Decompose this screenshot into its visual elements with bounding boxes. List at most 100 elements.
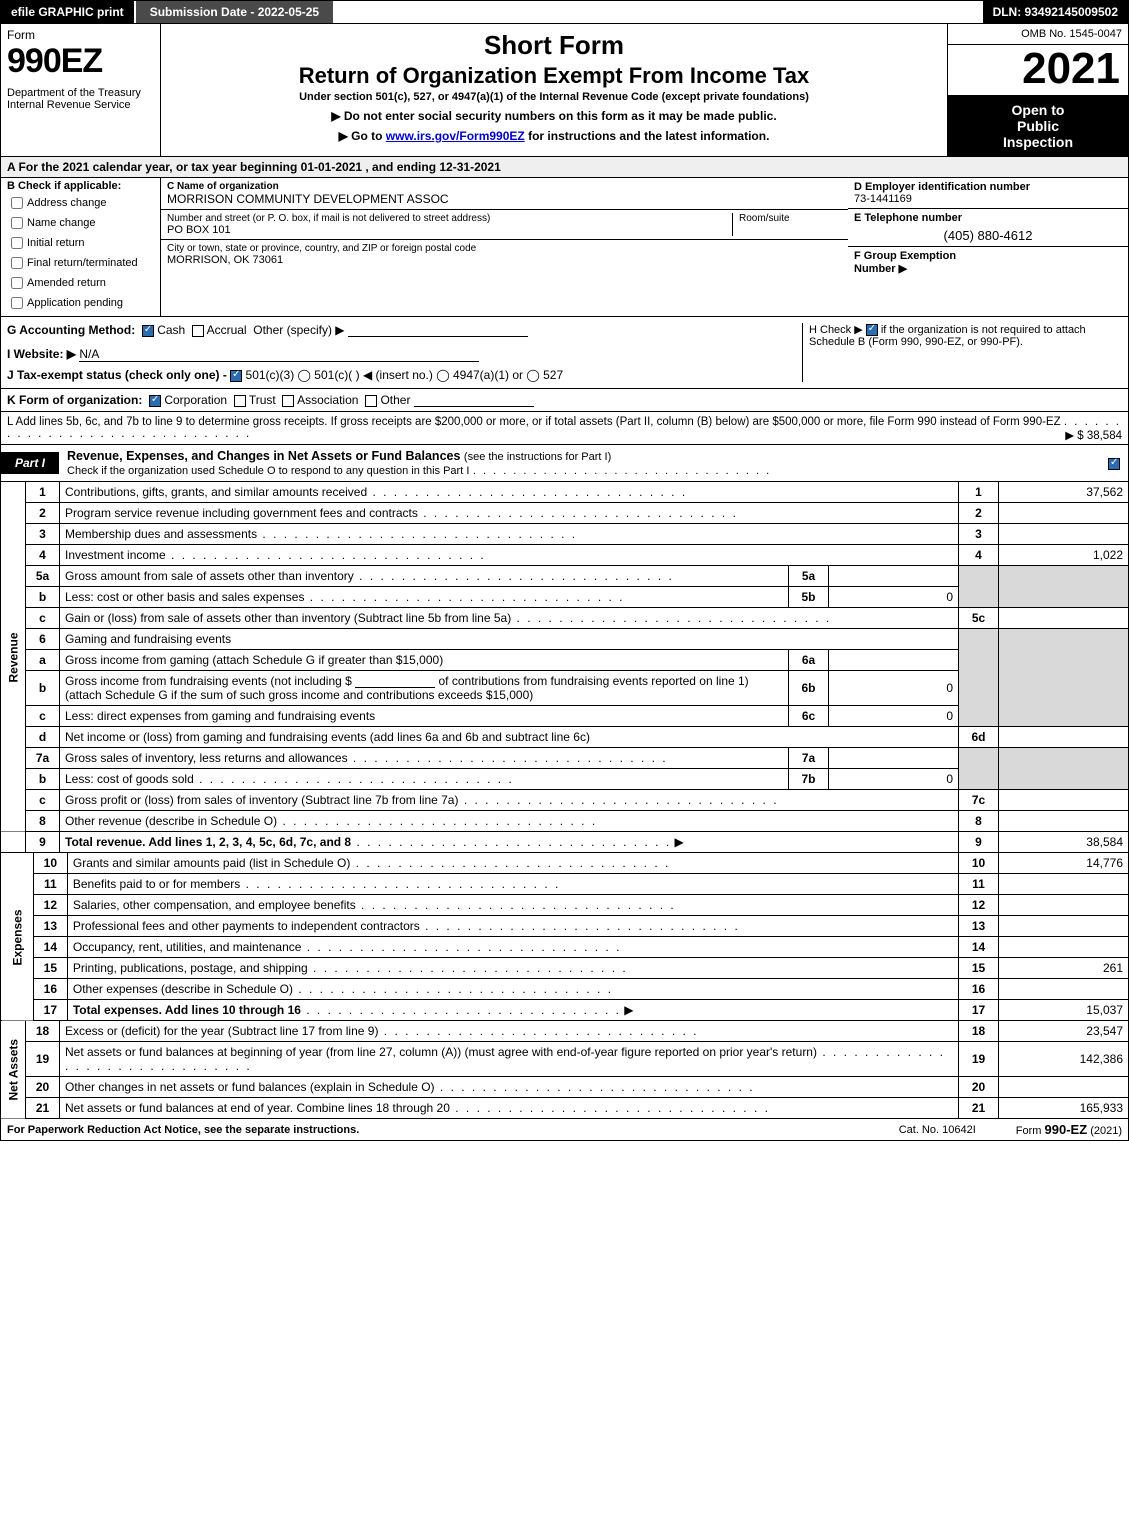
chk-initial-return[interactable] — [11, 237, 23, 249]
j-options: 501(c)(3) ◯ 501(c)( ) ◀ (insert no.) ◯ 4… — [246, 368, 564, 382]
part-1-title: Revenue, Expenses, and Changes in Net As… — [59, 445, 779, 481]
row-a-text: A For the 2021 calendar year, or tax yea… — [7, 160, 501, 174]
line-16-amt — [999, 979, 1129, 1000]
line-5c-box: 5c — [959, 608, 999, 629]
header-center: Short Form Return of Organization Exempt… — [161, 24, 948, 156]
line-9-box: 9 — [959, 832, 999, 853]
org-name: MORRISON COMMUNITY DEVELOPMENT ASSOC — [167, 192, 842, 206]
chk-h[interactable] — [866, 324, 878, 336]
line-12-desc: Salaries, other compensation, and employ… — [73, 898, 356, 912]
line-5a-desc: Gross amount from sale of assets other t… — [65, 569, 354, 583]
j-label: J Tax-exempt status (check only one) - — [7, 368, 230, 382]
irs-link[interactable]: www.irs.gov/Form990EZ — [386, 129, 525, 143]
chk-address-change[interactable] — [11, 197, 23, 209]
col-b-checkboxes: B Check if applicable: Address change Na… — [1, 178, 161, 316]
chk-other-org[interactable] — [365, 395, 377, 407]
line-8-desc: Other revenue (describe in Schedule O) — [65, 814, 277, 828]
chk-final-return[interactable] — [11, 257, 23, 269]
line-9-amt: 38,584 — [999, 832, 1129, 853]
g-label: G Accounting Method: — [7, 323, 135, 337]
line-2-box: 2 — [959, 503, 999, 524]
line-9-desc: Total revenue. Add lines 1, 2, 3, 4, 5c,… — [65, 835, 351, 849]
line-11-num: 11 — [33, 874, 67, 895]
omb-number: OMB No. 1545-0047 — [948, 24, 1128, 45]
chk-amended-return[interactable] — [11, 277, 23, 289]
b-label: B Check if applicable: — [7, 180, 121, 192]
chk-cash[interactable] — [142, 325, 154, 337]
chk-application-pending[interactable] — [11, 297, 23, 309]
part-1-check-cell — [1100, 452, 1128, 474]
line-3-amt — [999, 524, 1129, 545]
line-6b-desc1: Gross income from fundraising events (no… — [65, 674, 352, 688]
line-5a-subamt — [829, 566, 959, 587]
f-label: F Group Exemption Number ▶ — [854, 250, 956, 275]
line-7b-sub: 7b — [789, 769, 829, 790]
shaded-6-amt — [999, 629, 1129, 727]
header-left: Form 990EZ Department of the Treasury In… — [1, 24, 161, 156]
lbl-other-org: Other — [380, 393, 410, 407]
line-21-amt: 165,933 — [999, 1098, 1129, 1119]
line-14-desc: Occupancy, rent, utilities, and maintena… — [73, 940, 302, 954]
line-2-amt — [999, 503, 1129, 524]
line-21-box: 21 — [959, 1098, 999, 1119]
line-13-amt — [999, 916, 1129, 937]
chk-assoc[interactable] — [282, 395, 294, 407]
part-1-tag: Part I — [1, 452, 59, 474]
lbl-amended-return: Amended return — [27, 277, 106, 289]
line-19-num: 19 — [26, 1042, 60, 1077]
line-16-box: 16 — [959, 979, 999, 1000]
line-19-desc: Net assets or fund balances at beginning… — [65, 1045, 817, 1059]
efile-label[interactable]: efile GRAPHIC print — [1, 1, 134, 23]
line-4-box: 4 — [959, 545, 999, 566]
row-a-calendar-year: A For the 2021 calendar year, or tax yea… — [0, 157, 1129, 178]
line-14-box: 14 — [959, 937, 999, 958]
form-number: 990EZ — [7, 42, 154, 81]
part-1-paren: (see the instructions for Part I) — [464, 451, 611, 463]
part-1-title-text: Revenue, Expenses, and Changes in Net As… — [67, 449, 460, 463]
line-13-box: 13 — [959, 916, 999, 937]
other-org-input[interactable] — [414, 393, 534, 407]
line-3-num: 3 — [26, 524, 60, 545]
inspection-box: Open to Public Inspection — [948, 95, 1128, 156]
footer-pra: For Paperwork Reduction Act Notice, see … — [7, 1124, 359, 1136]
line-15-num: 15 — [33, 958, 67, 979]
line-5c-desc: Gain or (loss) from sale of assets other… — [65, 611, 511, 625]
shaded-6 — [959, 629, 999, 727]
telephone: (405) 880-4612 — [854, 224, 1122, 243]
shaded-7 — [959, 748, 999, 790]
chk-trust[interactable] — [234, 395, 246, 407]
chk-accrual[interactable] — [192, 325, 204, 337]
line-6-desc: Gaming and fundraising events — [65, 632, 231, 646]
lbl-assoc: Association — [297, 393, 358, 407]
d-label: D Employer identification number — [854, 181, 1030, 193]
col-d-e-f: D Employer identification number 73-1441… — [848, 178, 1128, 316]
h-box: H Check ▶ if the organization is not req… — [802, 323, 1122, 382]
line-19-amt: 142,386 — [999, 1042, 1129, 1077]
other-method-input[interactable] — [348, 323, 528, 337]
line-6c-num: c — [26, 706, 60, 727]
line-16-desc: Other expenses (describe in Schedule O) — [73, 982, 293, 996]
revenue-side-label: Revenue — [1, 482, 26, 832]
revenue-side-bottom — [1, 832, 26, 853]
line-1-num: 1 — [26, 482, 60, 503]
title-return: Return of Organization Exempt From Incom… — [171, 63, 937, 89]
chk-name-change[interactable] — [11, 217, 23, 229]
line-6a-num: a — [26, 650, 60, 671]
line-21-desc: Net assets or fund balances at end of ye… — [65, 1101, 450, 1115]
chk-schedule-o[interactable] — [1108, 458, 1120, 470]
line-6d-num: d — [26, 727, 60, 748]
row-k: K Form of organization: Corporation Trus… — [0, 389, 1129, 412]
line-13-num: 13 — [33, 916, 67, 937]
col-c-org-info: C Name of organization MORRISON COMMUNIT… — [161, 178, 848, 316]
title-short-form: Short Form — [171, 30, 937, 61]
line-6b-input[interactable] — [355, 674, 435, 688]
footer: For Paperwork Reduction Act Notice, see … — [0, 1119, 1129, 1141]
line-7c-desc: Gross profit or (loss) from sales of inv… — [65, 793, 458, 807]
chk-501c3[interactable] — [230, 370, 242, 382]
chk-corp[interactable] — [149, 395, 161, 407]
line-8-box: 8 — [959, 811, 999, 832]
line-19-box: 19 — [959, 1042, 999, 1077]
line-20-box: 20 — [959, 1077, 999, 1098]
line-2-num: 2 — [26, 503, 60, 524]
line-4-amt: 1,022 — [999, 545, 1129, 566]
